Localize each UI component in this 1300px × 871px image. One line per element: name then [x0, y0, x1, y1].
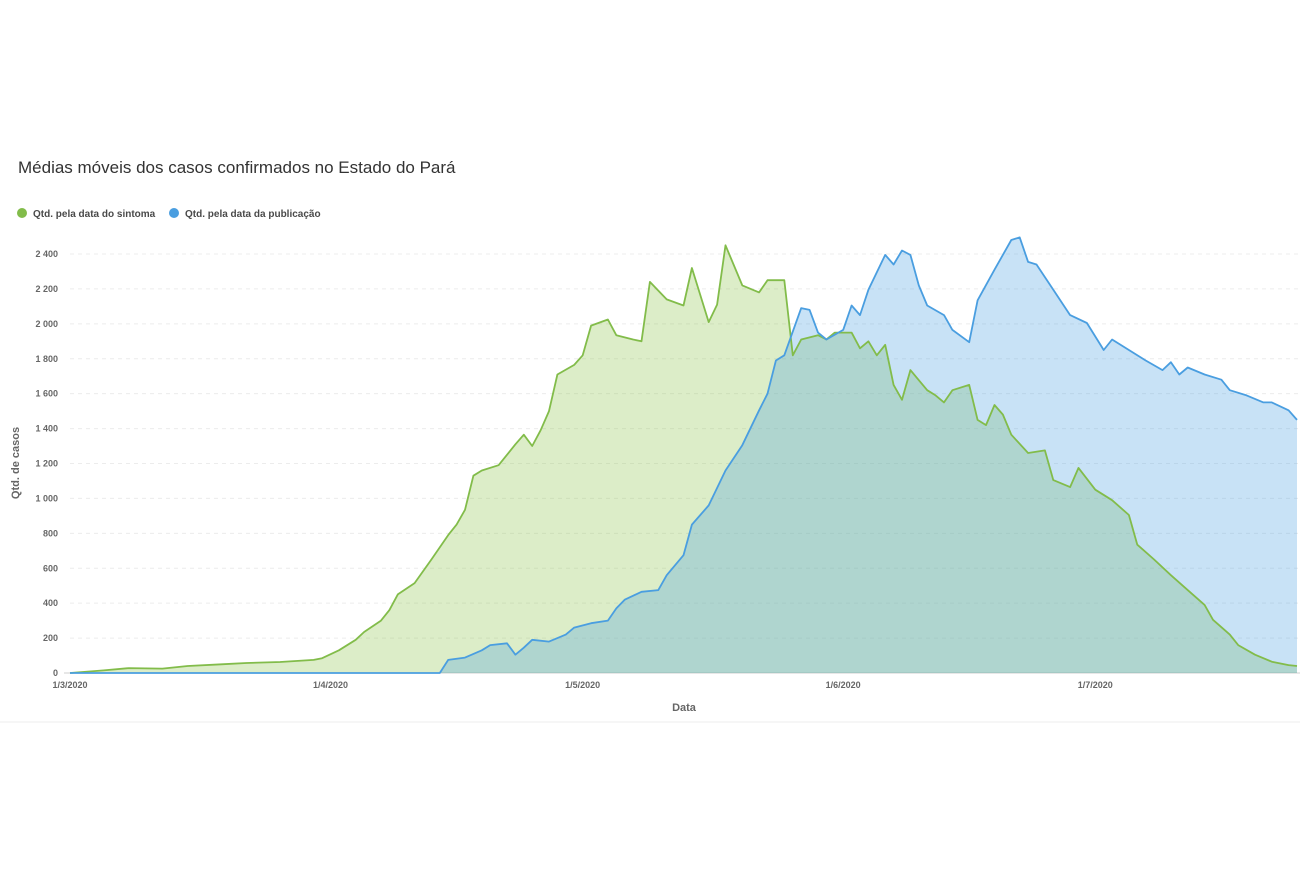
y-axis-ticks: 0 200 400 600 800 1 000 1 200 1 400 1 600 1 800 2 … [35, 249, 58, 678]
y-tick-label: 1 400 [35, 424, 58, 434]
y-tick-label: 1 000 [35, 493, 58, 503]
y-tick-label: 2 200 [35, 284, 58, 294]
y-tick-label: 1 800 [35, 354, 58, 364]
series-areas [69, 236, 1298, 674]
series-line-0 [69, 244, 1298, 674]
legend-marker-sintoma [17, 208, 27, 218]
gridlines [64, 253, 1300, 674]
y-tick-label: 0 [53, 668, 58, 678]
x-tick-label: 1/4/2020 [313, 680, 348, 690]
legend-label-publicacao: Qtd. pela data da publicação [185, 209, 321, 220]
y-axis-label: Qtd. de casos [10, 427, 22, 499]
x-axis-ticks: 1/3/2020 1/4/2020 1/5/2020 1/6/2020 1/7/2020 [52, 680, 1112, 690]
y-tick-label: 400 [43, 598, 58, 608]
y-tick-label: 2 000 [35, 319, 58, 329]
x-tick-label: 1/7/2020 [1078, 680, 1113, 690]
y-tick-label: 200 [43, 633, 58, 643]
y-tick-label: 1 200 [35, 459, 58, 469]
x-axis-label: Data [672, 702, 697, 714]
x-tick-label: 1/6/2020 [826, 680, 861, 690]
x-tick-label: 1/3/2020 [52, 680, 87, 690]
legend-marker-publicacao [169, 208, 179, 218]
y-tick-label: 800 [43, 528, 58, 538]
series-area-0 [70, 245, 1297, 674]
x-tick-label: 1/5/2020 [565, 680, 600, 690]
legend-label-sintoma: Qtd. pela data do sintoma [33, 209, 156, 220]
legend-item-sintoma[interactable]: Qtd. pela data do sintoma [17, 208, 156, 220]
chart-title: Médias móveis dos casos confirmados no E… [18, 158, 456, 177]
legend-item-publicacao[interactable]: Qtd. pela data da publicação [169, 208, 321, 220]
series-area-1 [70, 237, 1297, 673]
y-tick-label: 1 600 [35, 389, 58, 399]
y-tick-label: 2 400 [35, 249, 58, 259]
series-line-1 [70, 236, 1298, 674]
legend: Qtd. pela data do sintoma Qtd. pela data… [17, 208, 321, 220]
y-tick-label: 600 [43, 563, 58, 573]
